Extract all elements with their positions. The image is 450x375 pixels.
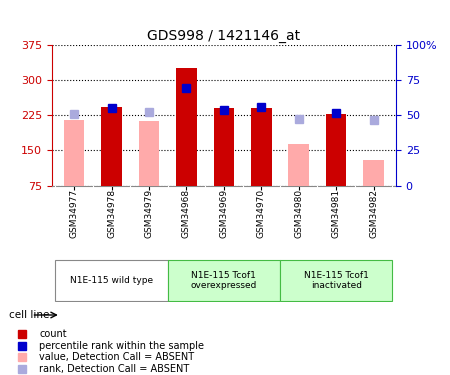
Text: cell line: cell line (9, 310, 50, 320)
Text: GSM34979: GSM34979 (144, 189, 153, 238)
Text: GSM34968: GSM34968 (182, 189, 191, 238)
Bar (101, 107, 122, 186)
Text: GSM34977: GSM34977 (70, 189, 79, 238)
Bar (176, 68, 197, 186)
Text: GSM34970: GSM34970 (257, 189, 266, 238)
Bar (251, 108, 272, 186)
Bar (64, 120, 85, 186)
Text: rank, Detection Call = ABSENT: rank, Detection Call = ABSENT (39, 364, 189, 374)
Text: N1E-115 Tcof1
inactivated: N1E-115 Tcof1 inactivated (304, 271, 369, 290)
Text: percentile rank within the sample: percentile rank within the sample (39, 341, 204, 351)
Bar (139, 121, 159, 186)
Bar (288, 144, 309, 186)
Text: count: count (39, 329, 67, 339)
Bar (55, 260, 168, 301)
Text: GSM34969: GSM34969 (220, 189, 228, 238)
Text: value, Detection Call = ABSENT: value, Detection Call = ABSENT (39, 352, 194, 362)
Bar (326, 114, 346, 186)
Text: N1E-115 Tcof1
overexpressed: N1E-115 Tcof1 overexpressed (191, 271, 257, 290)
Text: N1E-115 wild type: N1E-115 wild type (70, 276, 153, 285)
Title: GDS998 / 1421146_at: GDS998 / 1421146_at (147, 28, 301, 43)
Bar (168, 260, 280, 301)
Bar (363, 160, 384, 186)
Text: GSM34978: GSM34978 (107, 189, 116, 238)
Text: GSM34982: GSM34982 (369, 189, 378, 238)
Bar (280, 260, 392, 301)
Text: GSM34980: GSM34980 (294, 189, 303, 238)
Text: GSM34981: GSM34981 (332, 189, 341, 238)
Bar (214, 108, 234, 186)
